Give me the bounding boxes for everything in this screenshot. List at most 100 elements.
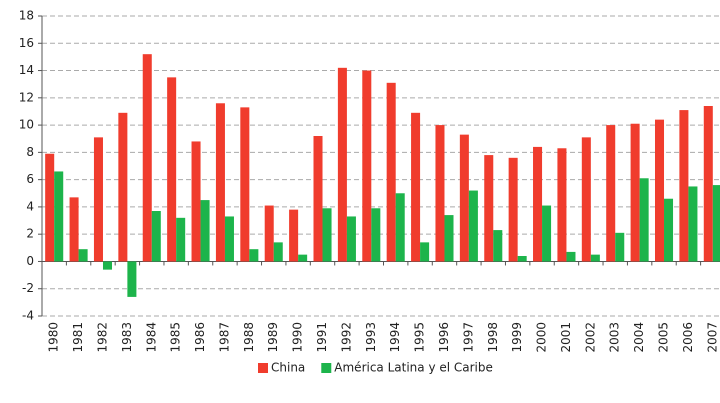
bar [313,136,323,262]
y-tick-label: 4 [26,199,34,213]
bar [371,208,381,262]
bar [240,107,250,262]
x-tick-label: 2001 [559,322,573,353]
bar [533,146,543,262]
x-tick-label: 2007 [705,322,719,353]
x-tick-label: 1989 [266,322,280,353]
bar [581,137,591,262]
bar [459,134,469,262]
bar [688,186,698,262]
bar [679,110,689,262]
x-tick-label: 1997 [461,322,475,353]
bar [639,178,649,262]
bar [664,198,674,262]
bar [176,217,186,262]
bar [590,254,600,262]
y-tick-label: 16 [19,36,34,50]
bar [703,106,713,262]
x-tick-label: 2003 [608,322,622,353]
y-tick-label: 6 [26,172,34,186]
bar [45,153,55,262]
bar [557,148,567,262]
x-tick-label: 2006 [681,322,695,353]
bar [606,125,616,262]
bar [435,125,445,262]
y-tick-label: 0 [26,254,34,268]
bar [151,211,161,262]
x-tick-label: 1993 [364,322,378,353]
x-tick-label: 1981 [71,322,85,353]
bar [654,119,665,262]
bar [289,209,299,262]
x-tick-label: 1986 [193,322,207,353]
bar [78,249,88,262]
bar [630,123,640,262]
y-tick-label: 2 [26,227,34,241]
x-tick-label: 1994 [388,322,402,353]
bar [127,261,137,297]
y-tick-label: 10 [19,118,34,132]
bar [468,190,478,262]
bar [362,70,372,262]
x-tick-label: 1991 [315,322,329,353]
bar [484,155,494,262]
x-tick-label: 2000 [535,322,549,353]
legend-label: América Latina y el Caribe [334,361,493,375]
bar [517,256,527,262]
y-tick-label: -2 [22,281,34,295]
x-tick-label: 1980 [47,322,61,353]
bar [566,251,576,262]
x-tick-label: 1998 [486,322,500,353]
bar [69,197,79,262]
bar [337,67,347,262]
x-tick-label: 1992 [339,322,353,353]
legend-label: China [271,361,305,375]
x-tick-label: 1987 [217,322,231,353]
bar [444,215,454,262]
bar [54,171,64,262]
bar [249,249,259,262]
x-tick-label: 2002 [583,322,597,353]
bar [420,242,430,262]
bar [200,200,210,262]
bar [395,193,405,262]
x-tick-label: 1995 [413,322,427,353]
y-tick-label: 18 [19,9,34,23]
x-tick-label: 1996 [437,322,451,353]
x-tick-label: 1984 [144,322,158,353]
bar [215,103,225,262]
bar [167,77,177,262]
y-tick-label: 8 [26,145,34,159]
x-tick-label: 1988 [242,322,256,353]
bar [224,216,234,262]
bar [93,137,103,262]
x-tick-label: 2004 [632,322,646,353]
y-tick-label: 14 [19,63,34,77]
bar [102,261,113,270]
bar [298,254,308,262]
bar [508,157,518,262]
bar [191,141,201,262]
bar [346,216,356,262]
bar [264,205,274,262]
x-tick-label: 1985 [169,322,183,353]
bar [386,82,396,262]
bar [273,242,283,262]
x-tick-label: 2005 [657,322,671,353]
x-tick-label: 1983 [120,322,134,353]
y-tick-label: 12 [19,90,34,104]
y-tick-label: -4 [22,309,34,323]
bar [142,54,152,262]
legend-swatch [258,363,268,373]
bar [411,112,421,262]
x-tick-label: 1999 [510,322,524,353]
x-tick-label: 1982 [95,322,109,353]
bar [712,185,720,262]
bar [322,208,332,262]
bar [615,232,625,262]
bar [493,230,503,262]
bar [118,112,128,262]
bar [542,205,552,262]
x-tick-label: 1990 [291,322,305,353]
